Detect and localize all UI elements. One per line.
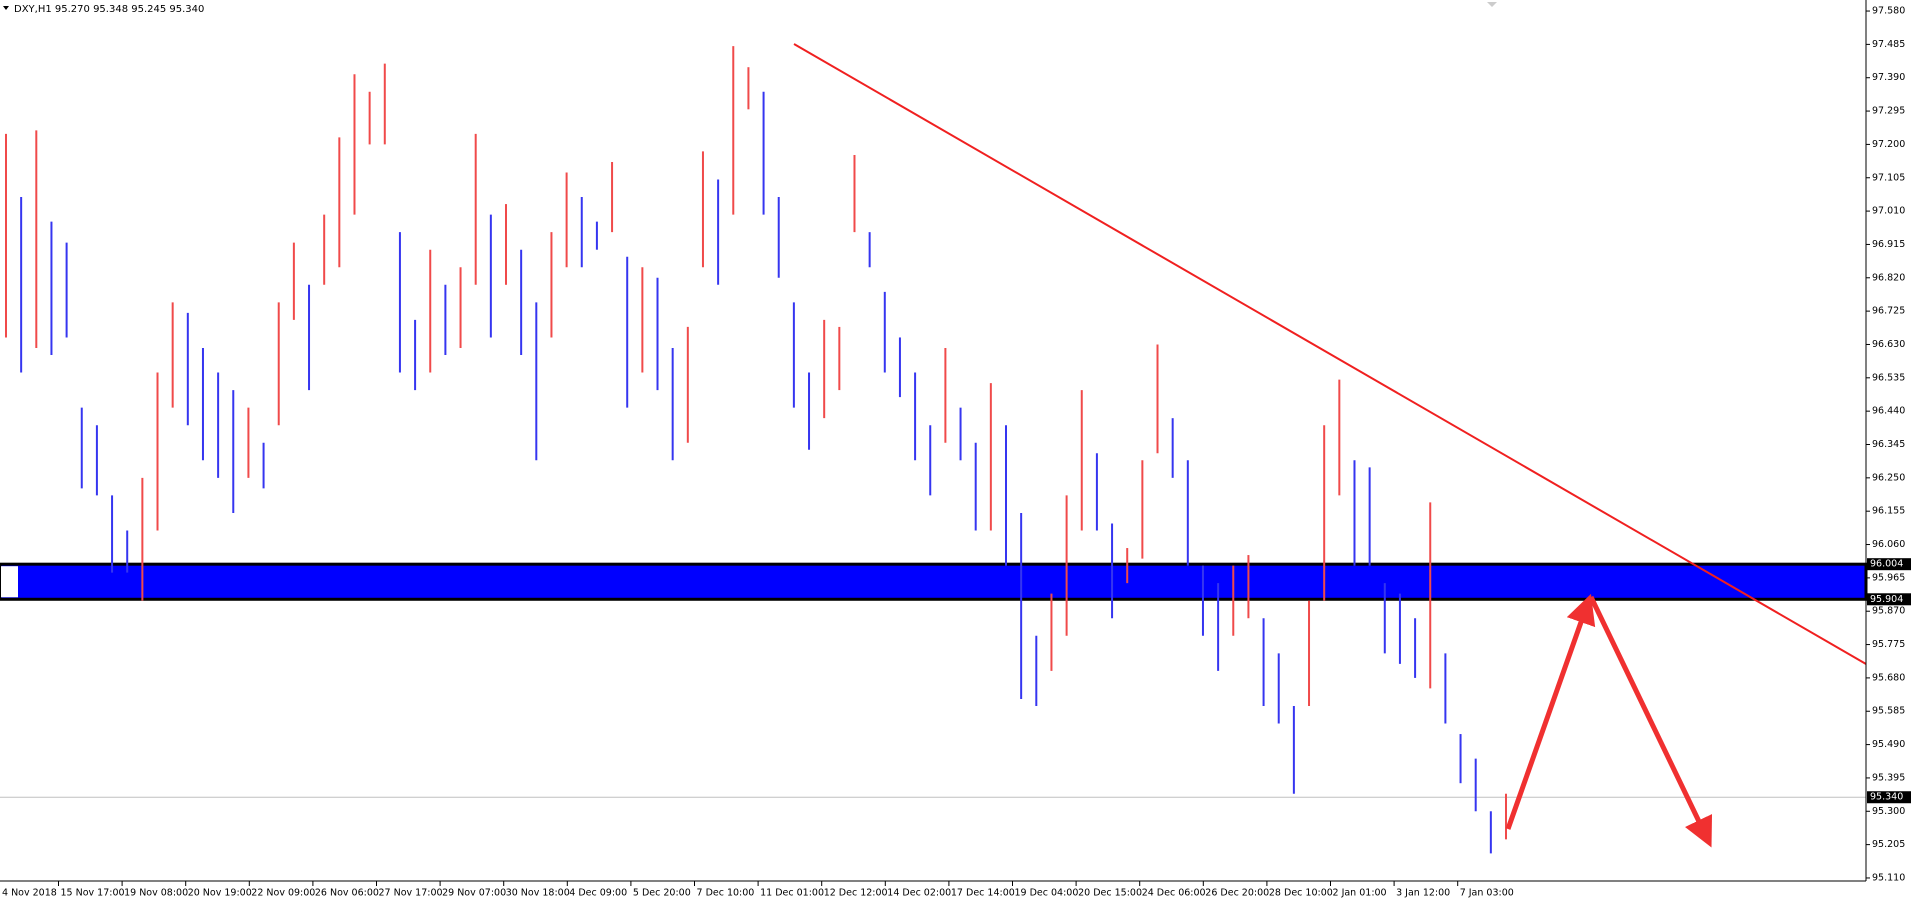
chart-title: DXY,H1 95.270 95.348 95.245 95.340 xyxy=(14,4,204,15)
x-tick-label: 4 Dec 09:00 xyxy=(569,888,627,899)
trend-line xyxy=(793,43,1867,665)
y-tick-label: 96.250 xyxy=(1872,472,1905,483)
zone-box xyxy=(1,566,18,598)
y-tick-label: 97.010 xyxy=(1872,206,1905,217)
x-tick-label: 19 Dec 04:00 xyxy=(1015,888,1079,899)
support-zone xyxy=(0,562,1868,601)
y-tick-label: 96.915 xyxy=(1872,239,1905,250)
arrow-up xyxy=(1505,593,1596,830)
x-tick-label: 7 Dec 10:00 xyxy=(697,888,755,899)
y-tick-label: 97.295 xyxy=(1872,106,1905,117)
y-tick-label: 97.580 xyxy=(1872,6,1905,17)
x-tick-label: 26 Nov 06:00 xyxy=(315,888,379,899)
x-tick-label: 14 Dec 02:00 xyxy=(887,888,951,899)
y-tick-label: 95.775 xyxy=(1872,639,1905,650)
x-tick-label: 20 Nov 19:00 xyxy=(188,888,252,899)
y-tick-label: 97.105 xyxy=(1872,172,1905,183)
x-tick-label: 24 Dec 06:00 xyxy=(1142,888,1206,899)
current-price-label-bg xyxy=(1867,791,1911,804)
zone-top-label: 96.004 xyxy=(1870,559,1903,570)
y-tick-label: 96.820 xyxy=(1872,272,1905,283)
y-tick-label: 95.300 xyxy=(1872,806,1905,817)
zone-bottom-label: 95.904 xyxy=(1870,594,1903,605)
x-tick-label: 30 Nov 18:00 xyxy=(506,888,570,899)
y-tick-label: 96.725 xyxy=(1872,306,1905,317)
x-tick-label: 3 Jan 12:00 xyxy=(1396,888,1450,899)
x-tick-label: 15 Nov 17:00 xyxy=(61,888,125,899)
y-tick-label: 95.870 xyxy=(1872,606,1905,617)
x-tick-label: 7 Jan 03:00 xyxy=(1460,888,1514,899)
y-tick-label: 95.490 xyxy=(1872,739,1905,750)
y-tick-label: 95.395 xyxy=(1872,772,1905,783)
x-tick-label: 28 Dec 10:00 xyxy=(1269,888,1333,899)
x-tick-label: 12 Dec 12:00 xyxy=(824,888,888,899)
y-tick-label: 97.390 xyxy=(1872,72,1905,83)
y-tick-label: 96.630 xyxy=(1872,339,1905,350)
arrow-down xyxy=(1588,595,1713,848)
x-tick-label: 17 Dec 14:00 xyxy=(951,888,1015,899)
x-tick-label: 2 Jan 01:00 xyxy=(1333,888,1387,899)
y-tick-label: 95.585 xyxy=(1872,706,1905,717)
y-tick-label: 97.200 xyxy=(1872,139,1905,150)
y-tick-label: 95.680 xyxy=(1872,672,1905,683)
current-price-label: 95.340 xyxy=(1870,792,1903,803)
zone-top-label-bg xyxy=(1867,558,1911,571)
y-tick-label: 95.965 xyxy=(1872,572,1905,583)
shift-marker xyxy=(1487,2,1497,7)
x-tick-label: 29 Nov 07:00 xyxy=(442,888,506,899)
menu-triangle xyxy=(3,6,9,10)
x-tick-label: 26 Dec 20:00 xyxy=(1205,888,1269,899)
y-tick-label: 95.110 xyxy=(1872,872,1905,883)
y-tick-label: 96.535 xyxy=(1872,372,1905,383)
y-tick-label: 95.205 xyxy=(1872,839,1905,850)
x-tick-label: 20 Dec 15:00 xyxy=(1078,888,1142,899)
y-tick-label: 96.155 xyxy=(1872,506,1905,517)
x-tick-label: 11 Dec 01:00 xyxy=(760,888,824,899)
y-tick-label: 96.345 xyxy=(1872,439,1905,450)
x-tick-label: 22 Nov 09:00 xyxy=(251,888,315,899)
plot-area xyxy=(0,46,1868,854)
y-tick-label: 97.485 xyxy=(1872,39,1905,50)
x-tick-label: 19 Nov 08:00 xyxy=(124,888,188,899)
y-tick-label: 96.440 xyxy=(1872,406,1905,417)
x-tick-label: 4 Nov 2018 xyxy=(2,888,57,899)
zone-bottom-label-bg xyxy=(1867,593,1911,606)
x-tick-label: 5 Dec 20:00 xyxy=(633,888,691,899)
y-tick-label: 96.060 xyxy=(1872,539,1905,550)
x-tick-label: 27 Nov 17:00 xyxy=(379,888,443,899)
